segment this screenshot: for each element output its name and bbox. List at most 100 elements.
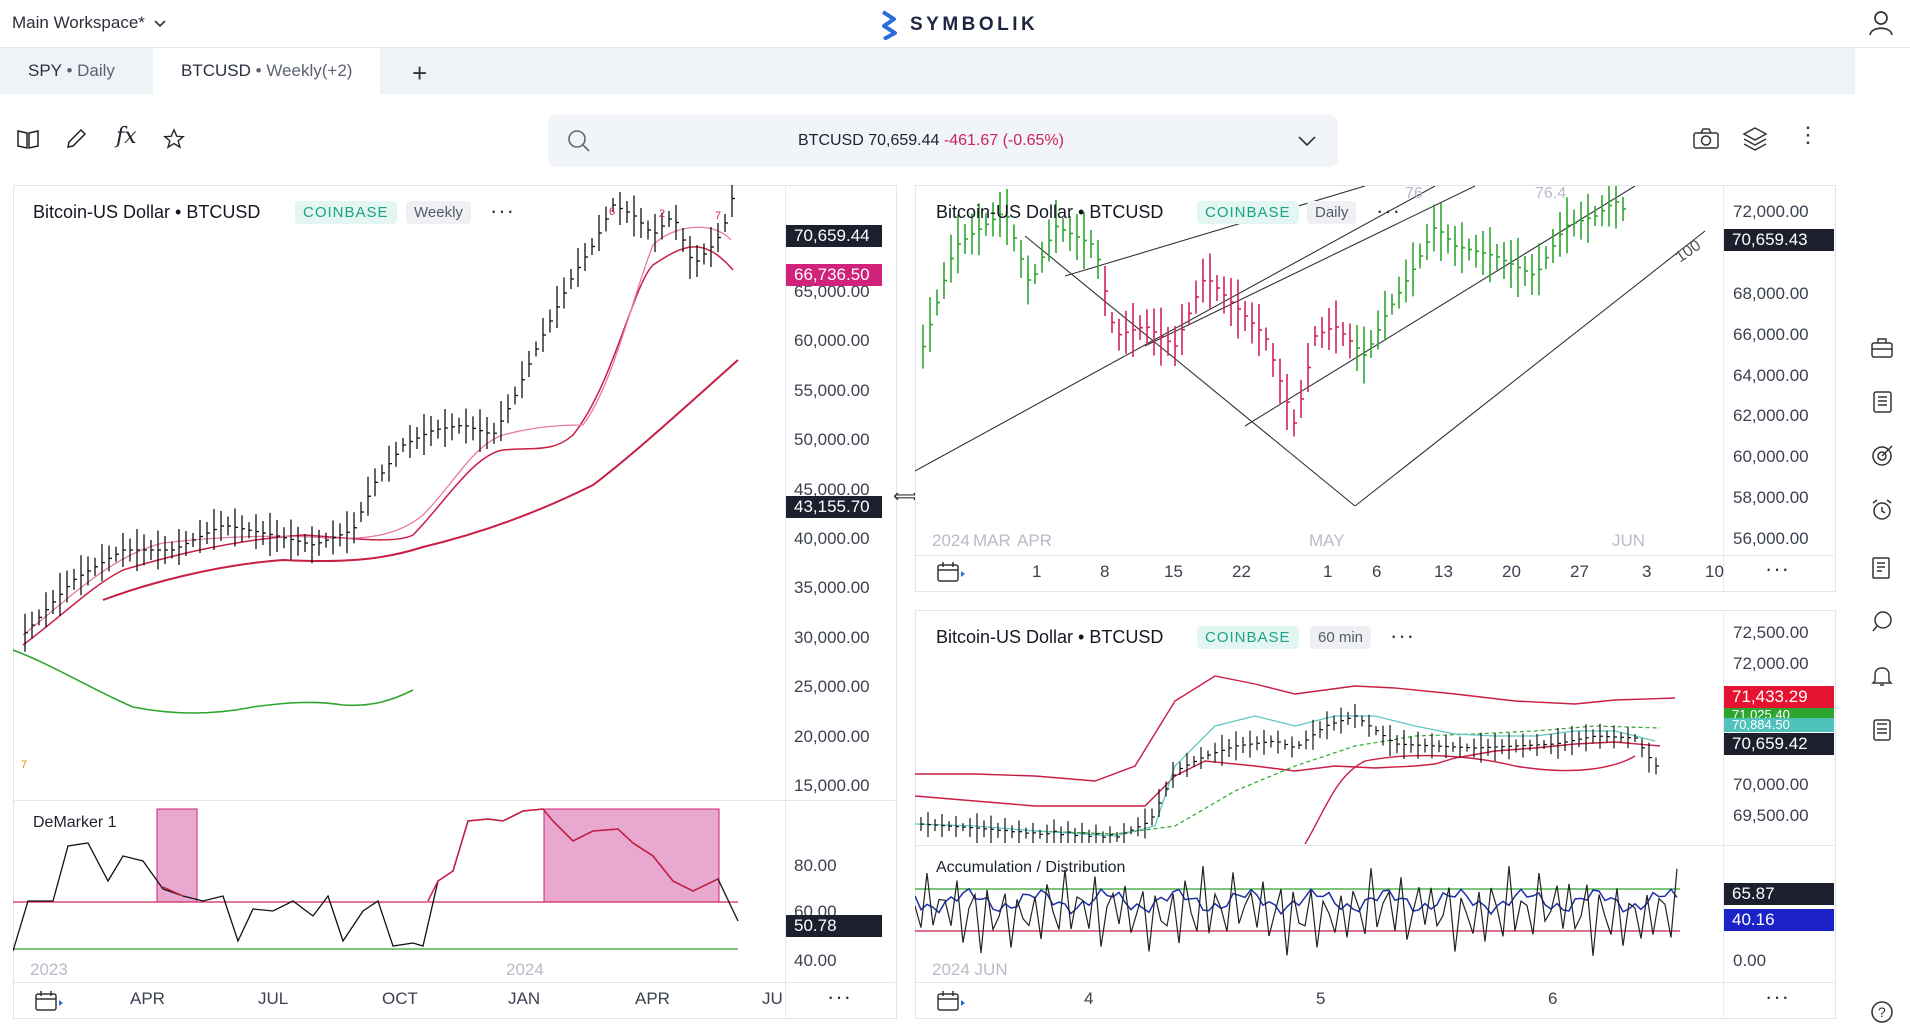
last-price-label: 70,659.43 [1724, 229, 1834, 251]
workspace-selector[interactable]: Main Workspace* [12, 13, 166, 33]
y-tick: 66,000.00 [1733, 325, 1809, 344]
brand-logo: SYMBOLIK [880, 10, 1038, 40]
layers-icon[interactable] [1742, 126, 1768, 157]
function-icon[interactable]: fx [116, 124, 137, 149]
book-icon[interactable] [16, 128, 40, 155]
x-tick: 5 [1316, 989, 1326, 1008]
add-tab-button[interactable]: + [412, 58, 428, 88]
ad-line [915, 865, 1678, 956]
news-icon[interactable] [1870, 556, 1894, 585]
timeframe-badge[interactable]: Weekly [406, 201, 471, 224]
help-icon[interactable]: ? [1870, 1000, 1894, 1029]
target-icon[interactable] [1870, 444, 1894, 473]
axis-options-icon[interactable]: ··· [827, 984, 852, 1009]
y-tick: 35,000.00 [794, 578, 870, 597]
quote-change-pct: (-0.65%) [1002, 132, 1064, 149]
y-tick: 65,000.00 [794, 282, 870, 301]
y-tick: 56,000.00 [1733, 529, 1809, 548]
tab-interval: Daily [77, 61, 115, 80]
year-label: 2023 [30, 960, 68, 979]
price-axis-divider [1723, 610, 1724, 1017]
chart-options-icon[interactable]: ··· [1390, 623, 1415, 648]
fib-label: 100 [1673, 237, 1705, 266]
y-tick: 60,000.00 [794, 331, 870, 350]
chart-options-icon[interactable]: ··· [1376, 198, 1401, 223]
pitchfork-line [1244, 186, 1636, 427]
y-tick: 60,000.00 [1733, 447, 1809, 466]
x-tick: JU [762, 989, 783, 1008]
alarm-clock-icon[interactable] [1870, 498, 1894, 527]
daily-price-plot[interactable]: 76 76.4 100 [915, 186, 1723, 554]
chart-options-icon[interactable]: ··· [490, 198, 515, 223]
bollinger-lower-band [915, 741, 1661, 807]
notebook-icon[interactable] [1870, 390, 1894, 419]
intraday-chart-panel[interactable] [915, 610, 1836, 1019]
star-icon[interactable] [162, 128, 186, 155]
x-tick: 6 [1548, 989, 1558, 1008]
chat-icon[interactable] [1870, 610, 1894, 639]
sma-dashed-line [1034, 725, 1661, 835]
month-label: JUN [1612, 531, 1646, 550]
indicator-value-label: 50.78 [786, 915, 882, 937]
chevron-down-icon[interactable] [1298, 134, 1316, 152]
axis-options-icon[interactable]: ··· [1765, 556, 1790, 581]
year-label: 2024 [506, 960, 544, 979]
x-tick: 3 [1642, 562, 1652, 581]
exchange-badge: COINBASE [1197, 201, 1299, 224]
y-tick: 72,000.00 [1733, 202, 1809, 221]
ad-signal-line [915, 887, 1678, 916]
y-tick: 30,000.00 [794, 628, 870, 647]
search-icon[interactable] [566, 128, 592, 159]
y-tick: 55,000.00 [794, 381, 870, 400]
bell-icon[interactable] [1870, 664, 1894, 693]
time-axis-divider [915, 555, 1834, 556]
briefcase-icon[interactable] [1870, 337, 1894, 364]
calendar-icon[interactable] [936, 990, 966, 1017]
y-tick: 50,000.00 [794, 430, 870, 449]
user-icon[interactable] [1868, 10, 1894, 41]
camera-icon[interactable] [1693, 128, 1719, 155]
intraday-price-plot[interactable] [915, 656, 1723, 844]
bollinger-lower-band-lower [1304, 754, 1636, 844]
last-price-label: 70,659.42 [1724, 733, 1834, 755]
pitchfork-line [1144, 186, 1476, 347]
x-tick: JUL [258, 989, 289, 1008]
intraday-chart-title: Bitcoin-US Dollar • BTCUSD [936, 627, 1164, 647]
timeframe-badge[interactable]: 60 min [1310, 626, 1372, 649]
tab-spy[interactable]: SPY • Daily [28, 61, 115, 80]
quote-symbol: BTCUSD [798, 132, 864, 149]
svg-text:7: 7 [715, 210, 721, 222]
daily-chart-panel[interactable] [915, 185, 1836, 592]
calendar-icon[interactable] [936, 561, 966, 588]
indicator-divider [915, 845, 1834, 846]
daily-bars [922, 186, 1626, 437]
axis-options-icon[interactable]: ··· [1765, 984, 1790, 1009]
indicator-tick: 0.00 [1733, 951, 1767, 970]
ema-label: 70,884.50 [1724, 718, 1834, 732]
overbought-zone [543, 808, 720, 903]
timeframe-badge[interactable]: Daily [1307, 201, 1357, 224]
panel-resize-handle-icon[interactable]: ⟺ [893, 486, 919, 506]
y-tick: 58,000.00 [1733, 488, 1809, 507]
tab-interval: Weekly(+2) [266, 61, 353, 80]
calendar-icon[interactable] [34, 990, 64, 1017]
y-tick: 20,000.00 [794, 727, 870, 746]
brand-name: SYMBOLIK [910, 14, 1039, 35]
period-label: 2024 JUN [932, 960, 1008, 979]
weekly-price-plot[interactable]: 7 6 2 7 [13, 185, 785, 800]
indicator-name: Accumulation / Distribution [936, 859, 1126, 876]
accumulation-distribution-plot[interactable] [915, 846, 1723, 981]
x-tick: 10 [1705, 562, 1724, 581]
calculator-icon[interactable] [1870, 718, 1894, 747]
more-menu-icon[interactable]: ⋮ [1797, 122, 1820, 147]
time-axis-divider [13, 982, 895, 983]
demarker-red-line [162, 808, 719, 902]
indicator-tick: 80.00 [794, 856, 837, 875]
x-tick: 22 [1232, 562, 1251, 581]
symbol-search-bar[interactable] [548, 115, 1338, 167]
ma-red-short-line [22, 246, 734, 646]
demarker-plot[interactable] [13, 801, 785, 981]
x-tick: APR [635, 989, 670, 1008]
pencil-icon[interactable] [64, 128, 88, 155]
tab-btcusd[interactable]: BTCUSD • Weekly(+2) [153, 48, 381, 94]
